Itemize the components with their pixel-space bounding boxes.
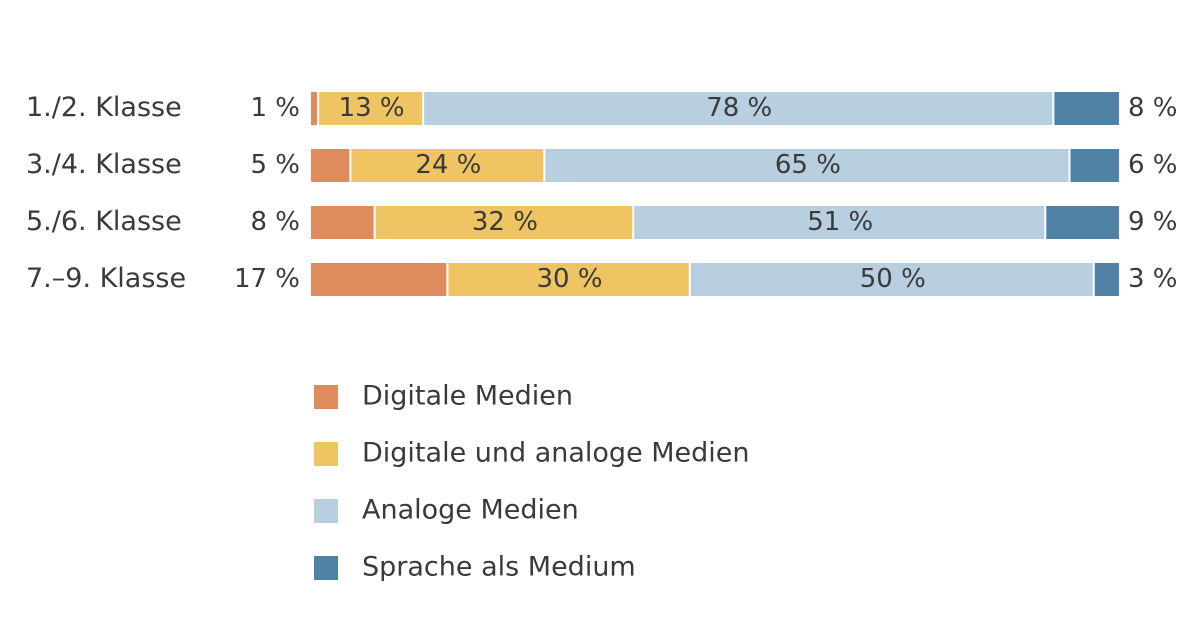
value-label: 24 % — [415, 150, 481, 180]
legend-item: Digitale Medien — [314, 381, 573, 412]
legend-item: Digitale und analoge Medien — [314, 438, 750, 469]
category-label: 3./4. Klasse — [26, 149, 182, 180]
value-label: 50 % — [860, 264, 926, 294]
value-label: 78 % — [706, 93, 772, 123]
bar-segment — [545, 149, 1069, 182]
value-label: 32 % — [472, 207, 538, 237]
legend-item: Sprache als Medium — [314, 552, 636, 583]
bar-segment — [311, 149, 350, 182]
value-label: 5 % — [250, 150, 300, 180]
bar-segment — [424, 92, 1053, 125]
bar-segment — [448, 263, 689, 296]
bar-row: 3./4. Klasse 5 % 24 % 65 % 6 % — [26, 149, 1178, 182]
value-label: 13 % — [339, 93, 405, 123]
legend-swatch — [314, 499, 338, 523]
bar-rows: 1./2. Klasse 1 % 13 % 78 % 8 % 3./4. Klasse 5 … — [26, 92, 1178, 296]
legend-label: Digitale Medien — [362, 381, 573, 412]
value-label: 8 % — [250, 207, 300, 237]
bar-row: 1./2. Klasse 1 % 13 % 78 % 8 % — [26, 92, 1178, 125]
value-label: 9 % — [1128, 207, 1178, 237]
legend-label: Sprache als Medium — [362, 552, 636, 583]
bar-row: 5./6. Klasse 8 % 32 % 51 % 9 % — [26, 206, 1178, 239]
legend: Digitale Medien Digitale und analoge Medi… — [314, 381, 750, 583]
category-label: 7.–9. Klasse — [26, 263, 186, 294]
category-label: 1./2. Klasse — [26, 92, 182, 123]
bar-segment — [375, 206, 633, 239]
category-label: 5./6. Klasse — [26, 206, 182, 237]
bar-segment — [1070, 149, 1119, 182]
bar-segment — [311, 263, 447, 296]
value-label: 1 % — [250, 93, 300, 123]
legend-swatch — [314, 556, 338, 580]
bar-row: 7.–9. Klasse 17 % 30 % 50 % 3 % — [26, 263, 1178, 296]
value-label: 65 % — [775, 150, 841, 180]
legend-label: Digitale und analoge Medien — [362, 438, 750, 469]
value-label: 17 % — [234, 264, 300, 294]
bar-segment — [351, 149, 544, 182]
bar-segment — [634, 206, 1045, 239]
bar-segment — [311, 92, 318, 125]
legend-swatch — [314, 442, 338, 466]
bar-segment — [1054, 92, 1119, 125]
bar-segment — [1046, 206, 1119, 239]
bar-segment — [1094, 263, 1119, 296]
value-label: 8 % — [1128, 93, 1178, 123]
value-label: 30 % — [537, 264, 603, 294]
value-label: 51 % — [807, 207, 873, 237]
value-label: 3 % — [1128, 264, 1178, 294]
legend-swatch — [314, 385, 338, 409]
legend-label: Analoge Medien — [362, 495, 579, 526]
bar-segment — [319, 92, 423, 125]
legend-item: Analoge Medien — [314, 495, 579, 526]
value-label: 6 % — [1128, 150, 1178, 180]
bar-segment — [690, 263, 1093, 296]
bar-segment — [311, 206, 374, 239]
